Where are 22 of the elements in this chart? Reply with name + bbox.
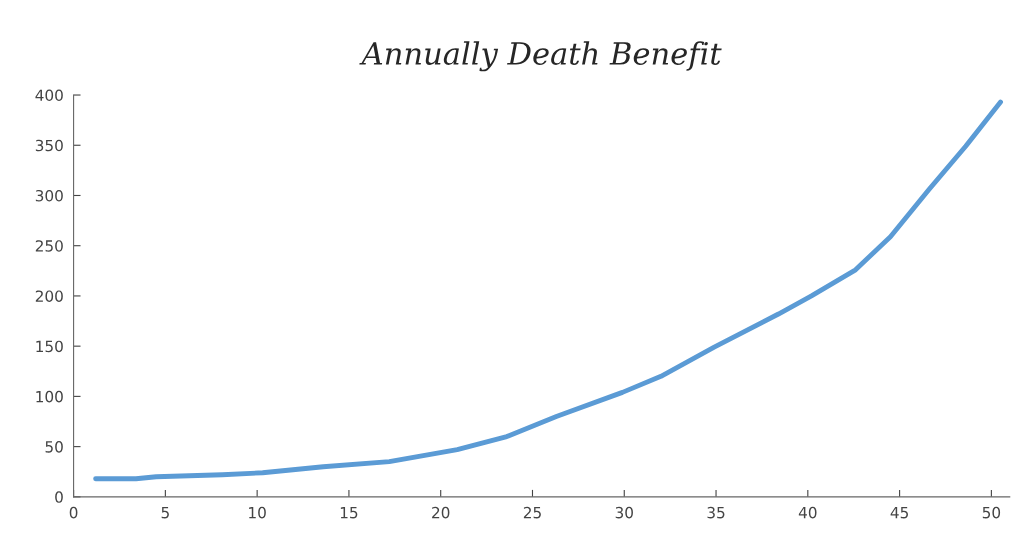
x-tick-label: 35 [707, 506, 725, 519]
y-tick-label: 300 [35, 189, 63, 202]
x-tick-label: 50 [982, 506, 1001, 519]
x-tick-label: 40 [798, 506, 817, 519]
x-tick-label: 10 [249, 506, 266, 519]
y-tick-label: 200 [35, 290, 63, 302]
chart-title: Annually Death Benefit [359, 41, 722, 72]
x-tick-label: 30 [615, 506, 633, 519]
x-tick-label: 0 [69, 506, 78, 519]
y-tick-label: 250 [35, 240, 63, 252]
y-tick-label: 0 [55, 491, 63, 503]
line-series [93, 99, 1003, 482]
x-tick-label: 25 [523, 506, 541, 519]
x-tick-label: 45 [890, 507, 908, 519]
y-tick-label: 350 [35, 139, 63, 152]
y-tick-label: 150 [36, 340, 63, 353]
x-tick-label: 15 [340, 507, 358, 519]
y-tick-label: 50 [45, 441, 63, 453]
y-tick-label: 100 [36, 390, 63, 403]
x-tick-label: 20 [432, 506, 450, 519]
x-tick-label: 5 [161, 507, 169, 519]
y-tick-label: 400 [35, 89, 63, 102]
